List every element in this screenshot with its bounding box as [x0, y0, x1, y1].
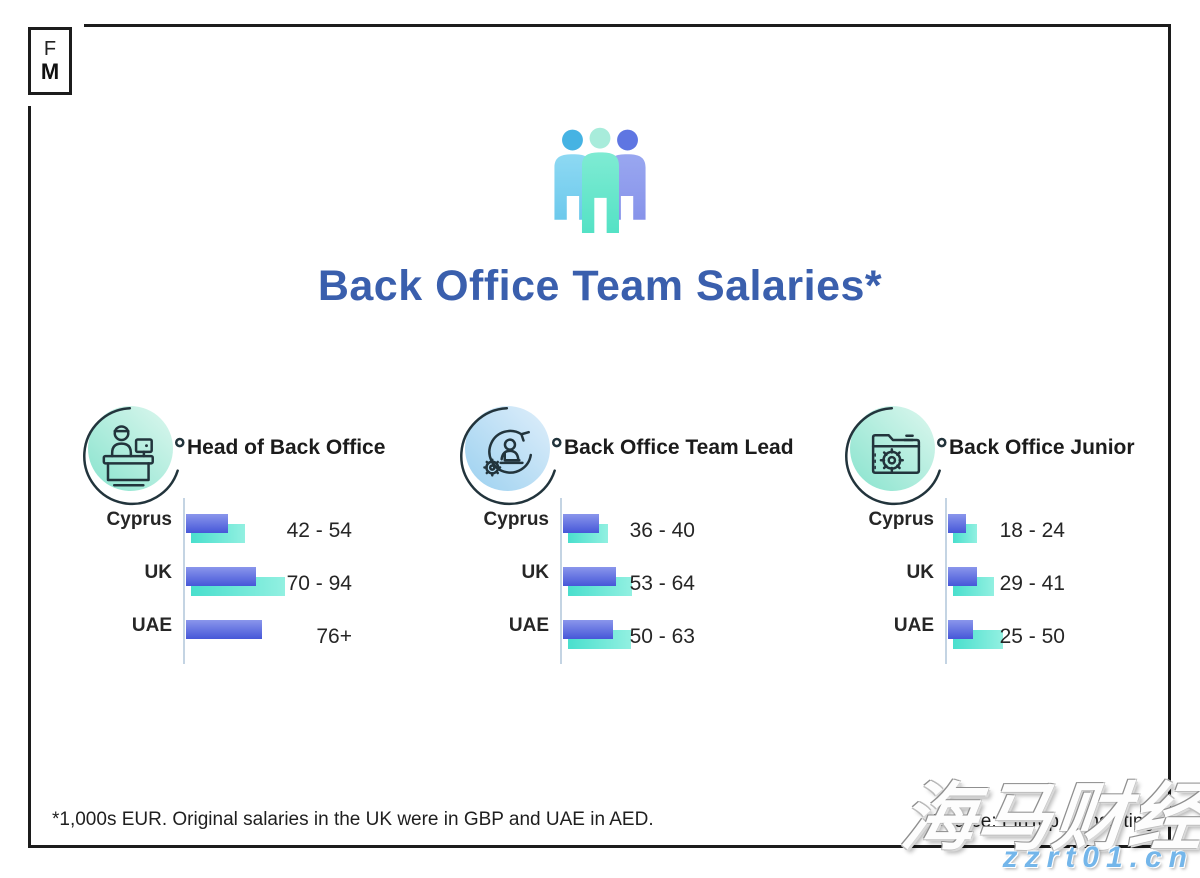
- section-title: Head of Back Office: [187, 436, 386, 459]
- value-label: 70 - 94: [286, 572, 352, 595]
- category-label: UK: [144, 562, 172, 583]
- salary-chart-back-office-junior: Cyprus 18 - 24 UK 29 - 41 UAE 25 - 50: [850, 498, 1200, 674]
- bar-min: [563, 567, 616, 586]
- bar-min: [563, 514, 599, 533]
- category-label: UAE: [893, 615, 934, 636]
- salary-chart-head-of-back-office: Cyprus 42 - 54 UK 70 - 94 UAE 76+: [88, 498, 448, 674]
- page-title: Back Office Team Salaries*: [317, 262, 883, 310]
- value-label: 53 - 64: [629, 572, 695, 595]
- value-label: 18 - 24: [999, 519, 1065, 542]
- chart-row-uae: UAE 50 - 63: [465, 610, 825, 663]
- chart-row-cyprus: Cyprus 36 - 40: [465, 504, 825, 557]
- value-label: 76+: [316, 625, 352, 648]
- value-label: 25 - 50: [999, 625, 1065, 648]
- chart-row-uae: UAE 76+: [88, 610, 448, 663]
- salary-chart-back-office-team-lead: Cyprus 36 - 40 UK 53 - 64 UAE 50 - 63: [465, 498, 825, 674]
- value-label: 36 - 40: [629, 519, 695, 542]
- bar-min: [186, 514, 228, 533]
- value-label: 50 - 63: [629, 625, 695, 648]
- person-cycle-gear-icon: [460, 405, 562, 505]
- bar-min: [948, 514, 966, 533]
- bar-min: [948, 620, 973, 639]
- chart-row-uk: UK 29 - 41: [850, 557, 1200, 610]
- watermark-url: zzrt01.cn: [1002, 841, 1194, 874]
- chart-row-cyprus: Cyprus 18 - 24: [850, 504, 1200, 557]
- chart-axis: [183, 498, 185, 664]
- category-label: Cyprus: [868, 509, 934, 530]
- chart-row-uae: UAE 25 - 50: [850, 610, 1200, 663]
- chart-axis: [945, 498, 947, 664]
- chart-row-cyprus: Cyprus 42 - 54: [88, 504, 448, 557]
- border-frame: [28, 24, 1171, 848]
- category-label: UK: [906, 562, 934, 583]
- section-back-office-junior: Back Office Junior Cyprus 18 - 24 UK 29 - 4…: [845, 405, 1200, 674]
- logo-letter-f: F: [43, 37, 57, 60]
- bar-min: [948, 567, 977, 586]
- category-label: UK: [521, 562, 549, 583]
- chart-axis: [560, 498, 562, 664]
- value-label: 29 - 41: [999, 572, 1065, 595]
- category-label: UAE: [131, 615, 172, 636]
- section-back-office-team-lead: Back Office Team Lead Cyprus 36 - 40 UK 53 …: [460, 405, 825, 674]
- chart-row-uk: UK 53 - 64: [465, 557, 825, 610]
- category-label: Cyprus: [483, 509, 549, 530]
- source-text: Source: FinTop Consulting: [931, 811, 1154, 832]
- bar-min: [186, 567, 256, 586]
- chart-row-uk: UK 70 - 94: [88, 557, 448, 610]
- logo-letter-m: M: [40, 58, 60, 84]
- section-head-of-back-office: Head of Back Office Cyprus 42 - 54 UK 70 - …: [83, 405, 448, 674]
- footnote-text: *1,000s EUR. Original salaries in the UK…: [52, 809, 654, 830]
- bar-min: [186, 620, 262, 639]
- section-title: Back Office Junior: [949, 436, 1135, 459]
- folder-gear-icon: [845, 405, 947, 505]
- bar-min: [563, 620, 613, 639]
- fm-logo: F M: [28, 27, 72, 95]
- section-title: Back Office Team Lead: [564, 436, 794, 459]
- clerk-at-desk-icon: [83, 405, 185, 505]
- team-people-icon: [544, 122, 656, 234]
- value-label: 42 - 54: [286, 519, 352, 542]
- category-label: Cyprus: [106, 509, 172, 530]
- category-label: UAE: [508, 615, 549, 636]
